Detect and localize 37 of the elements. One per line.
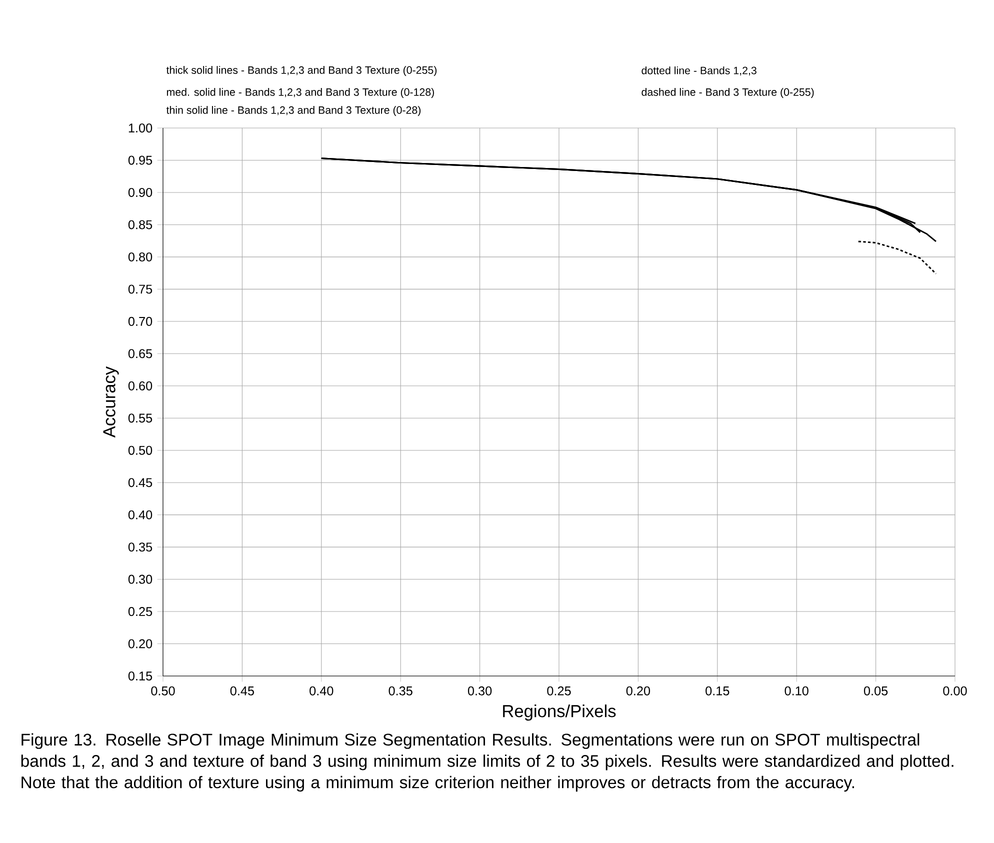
x-tick-label: 0.30 (468, 686, 492, 696)
x-tick-label: 0.15 (706, 686, 730, 696)
caption: Figure 13. Roselle SPOT Image Minimum Size Segmentation Results. Segmentations were run on SPOT multispectral bands 1, 2, and 3 and texture of band 3 using minimum size limits of 2 to 35 pixels. Results were standardized and plotted. Note that the addition of texture using a minimum size criterion neither improves or detracts from the accuracy. (21, 733, 954, 792)
text: dashed line - Band 3 Texture (0-255) (642, 88, 814, 98)
y-tick-label: 0.45 (128, 478, 152, 488)
x-tick-label: 0.50 (151, 686, 175, 696)
x-tick-label: 0.25 (547, 686, 571, 696)
text: thick solid lines - Bands 1,2,3 and Band 3 Texture (0-255) (166, 66, 437, 76)
x-tick-label: 0.05 (864, 686, 888, 696)
y-tick-label: 0.85 (128, 220, 152, 230)
x-tick-label: 0.40 (310, 686, 334, 696)
y-tick-label: 0.15 (128, 672, 152, 680)
y-tick-label: 0.40 (128, 510, 152, 520)
x-axis-title: Regions/Pixels (503, 704, 616, 721)
text: thin solid line - Bands 1,2,3 and Band 3 Texture (0-28) (166, 106, 421, 116)
x-tick-label: 0.35 (388, 686, 412, 696)
y-tick-label: 0.95 (128, 156, 152, 165)
y-tick-label: 0.80 (128, 252, 152, 262)
x-tick-label: 0.00 (943, 686, 967, 696)
y-tick-label: 0.65 (128, 349, 152, 358)
x-tick-label: 0.45 (230, 686, 254, 696)
y-tick-label: 0.60 (128, 381, 152, 390)
y-tick-label: 0.20 (128, 639, 152, 648)
y-tick-label: 0.50 (128, 446, 152, 455)
y-tick-label: 0.55 (128, 414, 152, 423)
y-tick-label: 0.35 (128, 542, 152, 552)
text: med. solid line - Bands 1,2,3 and Band 3 Texture (0-128) (166, 88, 434, 98)
y-tick-label: 0.75 (128, 284, 152, 294)
x-tick-label: 0.20 (626, 686, 650, 696)
y-tick-label: 0.25 (128, 607, 152, 616)
y-tick-label: 0.90 (128, 188, 152, 197)
y-axis-title: Accuracy (103, 366, 119, 438)
y-tick-label: 1.00 (128, 124, 152, 132)
y-tick-label: 0.70 (128, 316, 152, 326)
y-tick-label: 0.30 (128, 574, 152, 584)
x-tick-label: 0.10 (784, 686, 808, 696)
text: dotted line - Bands 1,2,3 (642, 66, 756, 76)
